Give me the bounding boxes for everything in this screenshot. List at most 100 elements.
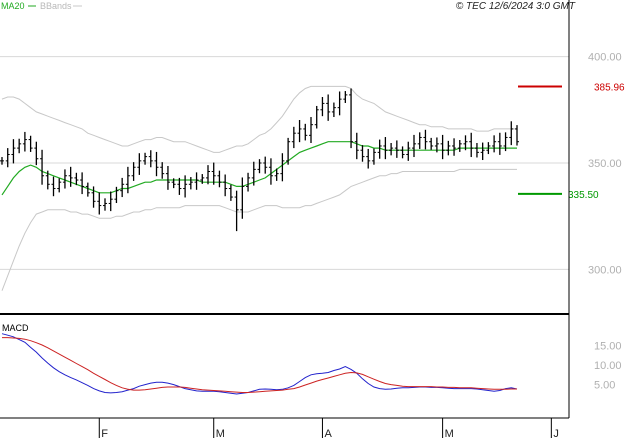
price-bar	[515, 125, 519, 146]
price-bar	[377, 139, 382, 159]
price-bar	[452, 138, 457, 156]
price-bar	[171, 178, 176, 189]
price-bar	[68, 166, 73, 187]
price-bar	[137, 153, 142, 175]
price-bar	[200, 174, 205, 184]
price-y-tick-label: 400.00	[588, 52, 622, 64]
price-bar	[223, 174, 228, 197]
price-y-tick-label: 350.00	[588, 158, 622, 170]
price-bar	[320, 97, 325, 117]
price-bar	[0, 157, 4, 165]
price-bar	[194, 172, 199, 190]
price-bar	[383, 137, 388, 160]
price-bar	[217, 170, 222, 188]
price-bar	[11, 139, 16, 164]
bbands-lower-line	[1, 168, 517, 291]
price-bar	[22, 131, 27, 152]
price-bar	[257, 159, 262, 174]
price-bar	[80, 172, 85, 195]
price-y-tick-label: 300.00	[588, 264, 622, 276]
price-bar	[131, 162, 136, 181]
price-bar	[183, 175, 188, 198]
price-bar	[360, 145, 365, 162]
month-tick-label: M	[445, 428, 454, 440]
price-bar	[234, 190, 239, 232]
macd-line	[1, 333, 518, 395]
timestamp-stamp: © TEC 12/6/2024 3:0 GMT	[456, 1, 576, 12]
price-bar	[74, 172, 79, 186]
price-bar	[429, 137, 434, 150]
price-bar	[469, 132, 474, 158]
price-bar	[286, 137, 291, 165]
price-bar	[263, 156, 268, 174]
price-bar	[34, 141, 39, 166]
macd-signal-line	[2, 337, 517, 393]
price-bar	[206, 165, 210, 185]
month-tick-label: J	[553, 428, 559, 440]
price-bar	[303, 123, 308, 141]
price-bar	[474, 142, 479, 158]
price-bar	[389, 142, 394, 156]
price-bar	[251, 161, 256, 186]
price-bar	[268, 158, 273, 185]
price-bar	[5, 148, 10, 168]
price-bar	[326, 94, 331, 121]
price-y-ticks: 400.00 350.00 300.00	[588, 52, 622, 277]
price-bar	[51, 176, 56, 197]
price-bar	[486, 142, 491, 155]
macd-y-ticks: 15.00 10.00 5.00	[594, 340, 622, 391]
price-bar	[91, 186, 96, 208]
price-bar	[211, 162, 216, 185]
price-bar	[148, 150, 153, 168]
price-bar	[143, 152, 148, 165]
resistance-label: 385.96	[594, 82, 625, 93]
month-tick-label: M	[216, 428, 225, 440]
price-bar	[45, 170, 50, 190]
price-bar	[314, 105, 319, 129]
bollinger-bands	[1, 85, 517, 291]
price-panel: 400.00 350.00 300.00 385.96 335.50	[0, 52, 625, 291]
price-bar	[246, 172, 251, 192]
price-bar	[297, 120, 302, 143]
price-bar	[423, 129, 428, 150]
price-bar	[274, 168, 279, 181]
price-bar	[160, 162, 165, 179]
price-bar	[188, 177, 193, 190]
price-bar	[120, 177, 125, 198]
price-bar	[309, 117, 313, 143]
price-levels: 385.96 335.50	[518, 82, 625, 201]
macd-y-tick-label: 5.00	[594, 380, 615, 392]
bbands-upper-line	[1, 85, 517, 153]
price-bar	[228, 184, 233, 201]
support-label: 335.50	[568, 190, 599, 201]
price-bar	[343, 91, 348, 103]
price-bar	[40, 149, 45, 185]
price-bar	[406, 141, 411, 161]
price-bar	[509, 121, 514, 146]
price-bar	[85, 182, 90, 197]
month-tick-label: F	[101, 428, 108, 440]
price-bar	[114, 186, 119, 204]
price-bar	[331, 102, 336, 118]
macd-title: MACD	[2, 323, 29, 333]
chart-legend: MA20 BBands	[1, 1, 82, 11]
price-bar	[240, 177, 245, 219]
price-bar	[280, 153, 285, 182]
price-bar	[366, 148, 371, 169]
price-bar	[165, 165, 170, 190]
price-bar	[492, 135, 497, 153]
legend-bbands: BBands	[40, 1, 72, 11]
price-bar	[62, 169, 67, 189]
month-tick-label: A	[324, 428, 332, 440]
price-bar	[97, 192, 102, 215]
price-bar	[503, 132, 508, 152]
price-bar	[17, 138, 22, 154]
price-bar	[457, 140, 462, 152]
price-bar	[349, 88, 354, 149]
macd-y-tick-label: 15.00	[594, 340, 622, 352]
price-bar	[57, 178, 62, 193]
legend-ma20: MA20	[1, 1, 25, 11]
price-bar	[177, 177, 182, 195]
